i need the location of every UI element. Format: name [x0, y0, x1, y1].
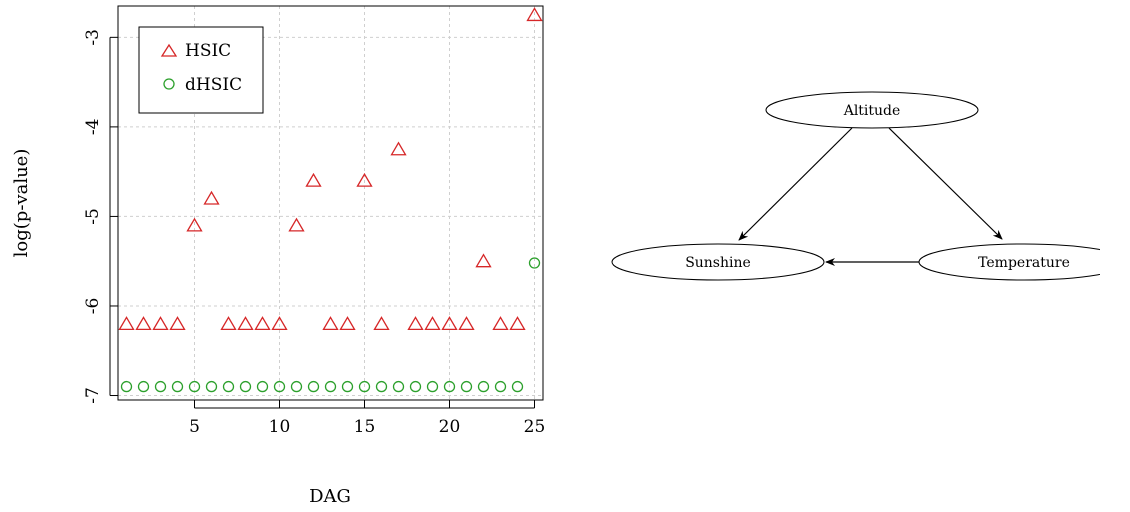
hsic-point: [271, 316, 288, 331]
dhsic-point: [290, 380, 303, 393]
dhsic-point: [120, 380, 133, 393]
y-tick-label: -5: [83, 208, 103, 225]
dhsic-point: [511, 380, 524, 393]
dhsic-point: [460, 380, 473, 393]
dhsic-point: [222, 380, 235, 393]
edge-altitude-sunshine: [738, 127, 853, 241]
dhsic-point: [324, 380, 337, 393]
node-temperature-label: Temperature: [978, 255, 1070, 271]
y-axis: -3 -4 -5 -6 -7: [83, 29, 118, 404]
dag-diagram: Altitude Sunshine Temperature: [611, 91, 1100, 281]
edge-altitude-temperature: [888, 127, 1003, 240]
data-points: [118, 7, 543, 393]
dhsic-point: [137, 380, 150, 393]
hsic-point: [441, 316, 458, 331]
hsic-point: [254, 316, 271, 331]
node-sunshine: Sunshine: [611, 243, 825, 281]
dhsic-point: [171, 380, 184, 393]
legend-label-dhsic: dHSIC: [185, 75, 242, 95]
node-sunshine-shape: [611, 243, 825, 281]
dhsic-point: [392, 380, 405, 393]
hsic-point: [356, 172, 373, 187]
hsic-point: [322, 316, 339, 331]
node-altitude: Altitude: [765, 91, 979, 129]
x-axis: 5 10 15 20 25: [189, 400, 545, 437]
dhsic-point: [494, 380, 507, 393]
x-tick-label: 15: [354, 417, 376, 437]
plot-frame: [117, 5, 544, 401]
hsic-point: [526, 7, 543, 22]
hsic-point: [152, 316, 169, 331]
hsic-point: [169, 316, 186, 331]
y-tick-label: -3: [83, 29, 103, 46]
node-altitude-label: Altitude: [843, 103, 901, 119]
dhsic-point: [358, 380, 371, 393]
x-tick-label: 10: [269, 417, 291, 437]
hsic-point: [492, 316, 509, 331]
hsic-point: [424, 316, 441, 331]
hsic-point: [186, 217, 203, 232]
x-axis-label: DAG: [309, 486, 351, 507]
dhsic-point: [341, 380, 354, 393]
dhsic-point: [188, 380, 201, 393]
hsic-point: [509, 316, 526, 331]
y-tick-label: -6: [83, 298, 103, 315]
x-tick-label: 20: [439, 417, 461, 437]
hsic-point: [288, 217, 305, 232]
legend-box: [138, 26, 264, 114]
node-temperature: Temperature: [918, 243, 1100, 281]
y-axis-label: log(p-value): [11, 149, 32, 258]
hsic-point: [407, 316, 424, 331]
y-tick-label: -4: [83, 119, 103, 136]
dhsic-point: [273, 380, 286, 393]
node-sunshine-label: Sunshine: [685, 255, 751, 271]
legend-label-hsic: HSIC: [185, 41, 231, 61]
x-tick-label: 5: [189, 417, 200, 437]
dhsic-point: [256, 380, 269, 393]
dhsic-point: [239, 380, 252, 393]
node-altitude-shape: [765, 91, 979, 129]
dhsic-point: [426, 380, 439, 393]
dhsic-point: [205, 380, 218, 393]
hsic-point: [458, 316, 475, 331]
hsic-point: [118, 316, 135, 331]
legend: HSIC dHSIC: [138, 26, 264, 114]
x-tick-label: 25: [524, 417, 546, 437]
dhsic-point: [443, 380, 456, 393]
dhsic-point: [409, 380, 422, 393]
node-temperature-shape: [918, 243, 1100, 281]
legend-triangle-marker: [160, 43, 178, 57]
y-tick-label: -7: [83, 387, 103, 404]
dhsic-point: [307, 380, 320, 393]
hsic-point: [475, 253, 492, 268]
dhsic-point: [375, 380, 388, 393]
hsic-point: [373, 316, 390, 331]
grid-layer: [118, 6, 543, 400]
hsic-point: [305, 172, 322, 187]
scatter-chart: 5 10 15 20 25 -3 -4 -5 -6 -7 DAG log(p-value) HS…: [11, 5, 545, 507]
hsic-point: [203, 190, 220, 205]
hsic-point: [237, 316, 254, 331]
dhsic-point: [528, 257, 541, 269]
dhsic-point: [154, 380, 167, 393]
hsic-point: [220, 316, 237, 331]
hsic-point: [135, 316, 152, 331]
hsic-point: [339, 316, 356, 331]
legend-circle-marker: [163, 78, 175, 90]
hsic-point: [390, 141, 407, 156]
dhsic-point: [477, 380, 490, 393]
